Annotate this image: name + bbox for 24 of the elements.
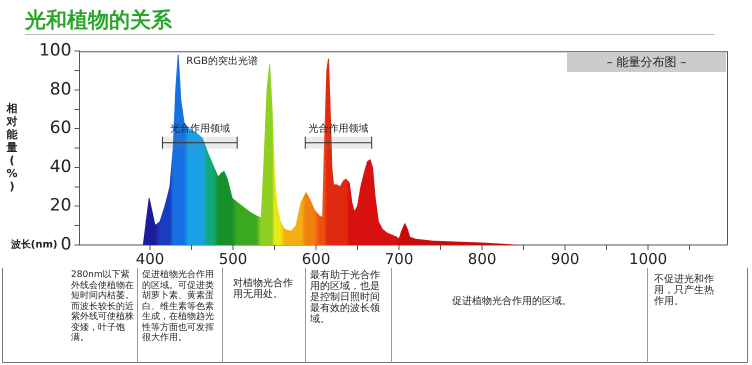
text: 对植物光合作用无用处。 <box>222 268 305 363</box>
x-tick-label: 700 <box>384 250 414 268</box>
text: 最有助于光合作用的区域，也是是控制日照时间最有效的波长领域。 <box>305 268 391 363</box>
x-tick-label: 600 <box>302 250 330 268</box>
text: 280nm以下紫外线会使植物在短时间内枯萎。而波长较长的近紫外线可使植株变矮，叶子饱满。 <box>70 268 135 345</box>
y-tick-label: 80 <box>50 79 72 100</box>
x-tick-label: 400 <box>136 250 164 268</box>
chart-title: 光和植物的关系 <box>25 6 715 35</box>
text: 促进植物光合作用的区域。可促进类胡萝卜素、黄素蛋白、维生素等色素生成，在植物趋光性等方面也可发挥很大作用。 <box>137 268 222 363</box>
caption-box: – 能量分布图 – <box>567 52 726 72</box>
x-tick-label: 800 <box>468 250 496 268</box>
text: 促进植物光合作用的区域。 <box>391 268 647 363</box>
text: 不促进光和作用，只产生热作用。 <box>647 268 726 363</box>
y-tick-label: 0 <box>60 234 72 254</box>
y-tick-label: 100 <box>38 40 72 61</box>
annotation: RGB的突出光谱 <box>186 54 258 67</box>
y-tick-label: 40 <box>50 156 72 177</box>
x-tick-label: 500 <box>218 250 248 268</box>
y-tick-label: 60 <box>50 118 72 138</box>
x-axis-title: 波长(nm) <box>10 238 58 251</box>
y-axis-title: 相对能量(%) <box>6 102 18 193</box>
x-tick-label: 900 <box>550 250 580 268</box>
y-tick-label: 20 <box>50 196 72 216</box>
x-tick-label: 1000 <box>629 250 668 268</box>
